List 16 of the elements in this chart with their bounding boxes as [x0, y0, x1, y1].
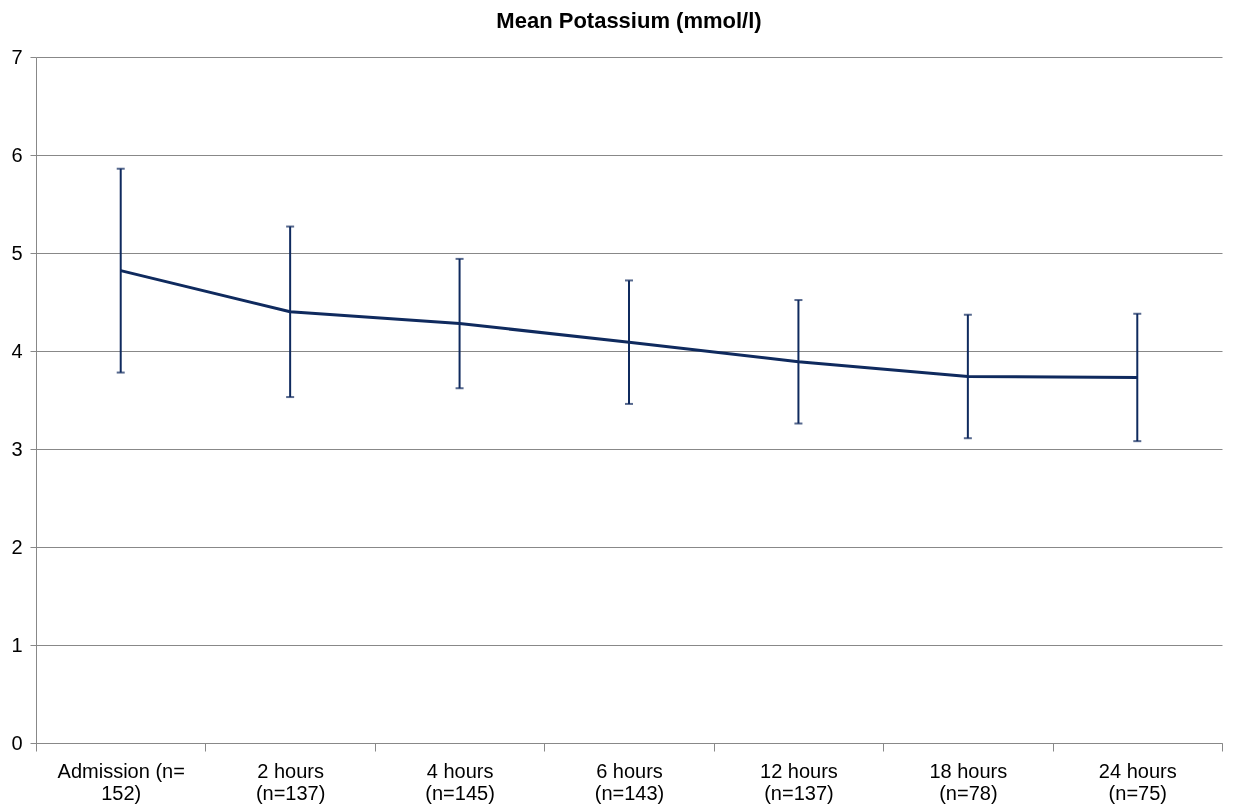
y-tick-label: 0	[11, 731, 23, 754]
y-tick-label: 1	[11, 633, 23, 656]
y-tick-label: 2	[11, 535, 23, 558]
x-tick-label: 4 hours (n=145)	[425, 759, 495, 804]
chart-title: Mean Potassium (mmol/l)	[496, 8, 762, 33]
y-tick-label: 7	[11, 45, 23, 68]
y-tick-label: 6	[11, 143, 23, 166]
x-tick-label: 18 hours (n=78)	[929, 759, 1008, 804]
y-tick-label: 3	[11, 437, 23, 460]
x-tick-label: 12 hours (n=137)	[760, 759, 838, 804]
y-tick-label: 5	[11, 241, 23, 264]
x-tick-label: 2 hours (n=137)	[255, 759, 326, 804]
x-tick-label: 6 hours (n=143)	[594, 759, 665, 804]
x-tick-label: 24 hours (n=75)	[1098, 759, 1177, 804]
x-tick-label: Admission (n= 152)	[57, 759, 185, 804]
y-tick-label: 4	[11, 339, 23, 362]
